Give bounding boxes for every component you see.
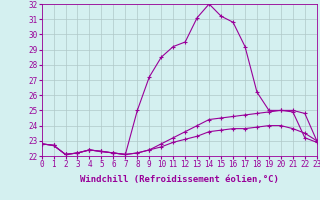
X-axis label: Windchill (Refroidissement éolien,°C): Windchill (Refroidissement éolien,°C) <box>80 175 279 184</box>
